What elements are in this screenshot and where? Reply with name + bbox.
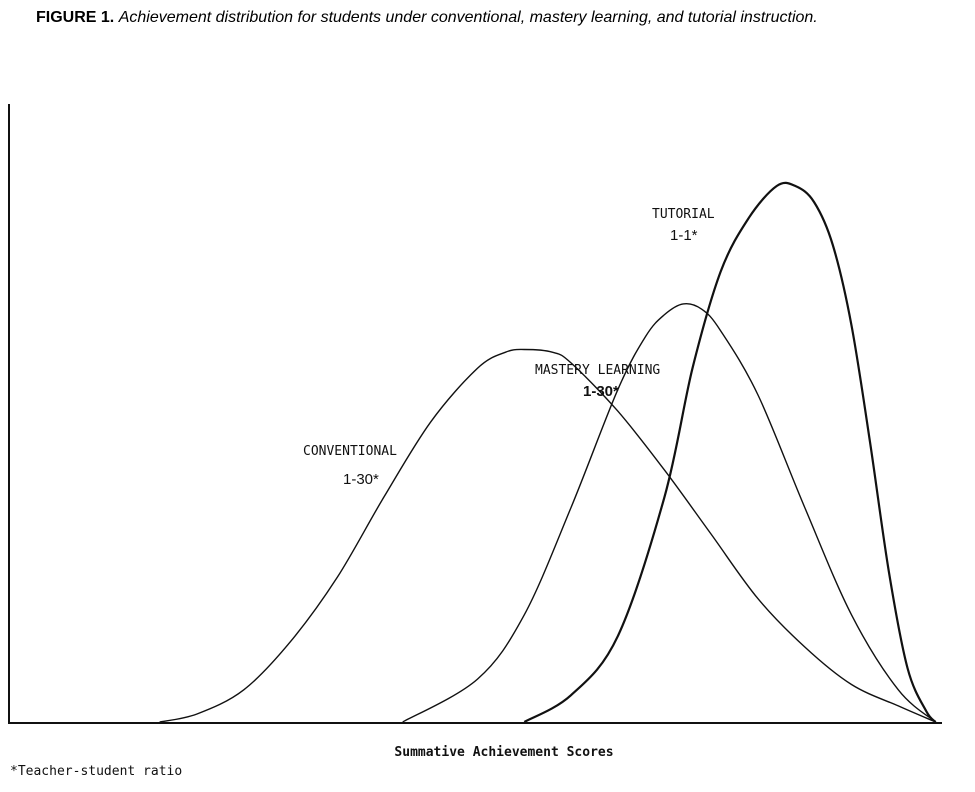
- label-tutorial: TUTORIAL: [652, 207, 715, 222]
- footnote: *Teacher-student ratio: [10, 764, 183, 779]
- curve-tutorial: [523, 181, 937, 723]
- curve-labels: CONVENTIONAL 1-30* MASTERY LEARNING 1-30…: [303, 207, 715, 488]
- curve-mastery-learning: [402, 302, 937, 723]
- x-axis-label: Summative Achievement Scores: [394, 745, 613, 760]
- ratio-mastery-learning: 1-30*: [583, 383, 619, 400]
- figure-caption: FIGURE 1. Achievement distribution for s…: [36, 8, 956, 28]
- curve-group: [159, 181, 937, 723]
- ratio-conventional: 1-30*: [343, 471, 379, 488]
- figure-caption-text: Achievement distribution for students un…: [118, 9, 818, 26]
- label-conventional: CONVENTIONAL: [303, 444, 397, 459]
- ratio-tutorial: 1-1*: [670, 227, 698, 244]
- figure-label: FIGURE 1.: [36, 9, 115, 26]
- curve-conventional: [159, 348, 936, 723]
- label-mastery-learning: MASTERY LEARNING: [535, 363, 660, 378]
